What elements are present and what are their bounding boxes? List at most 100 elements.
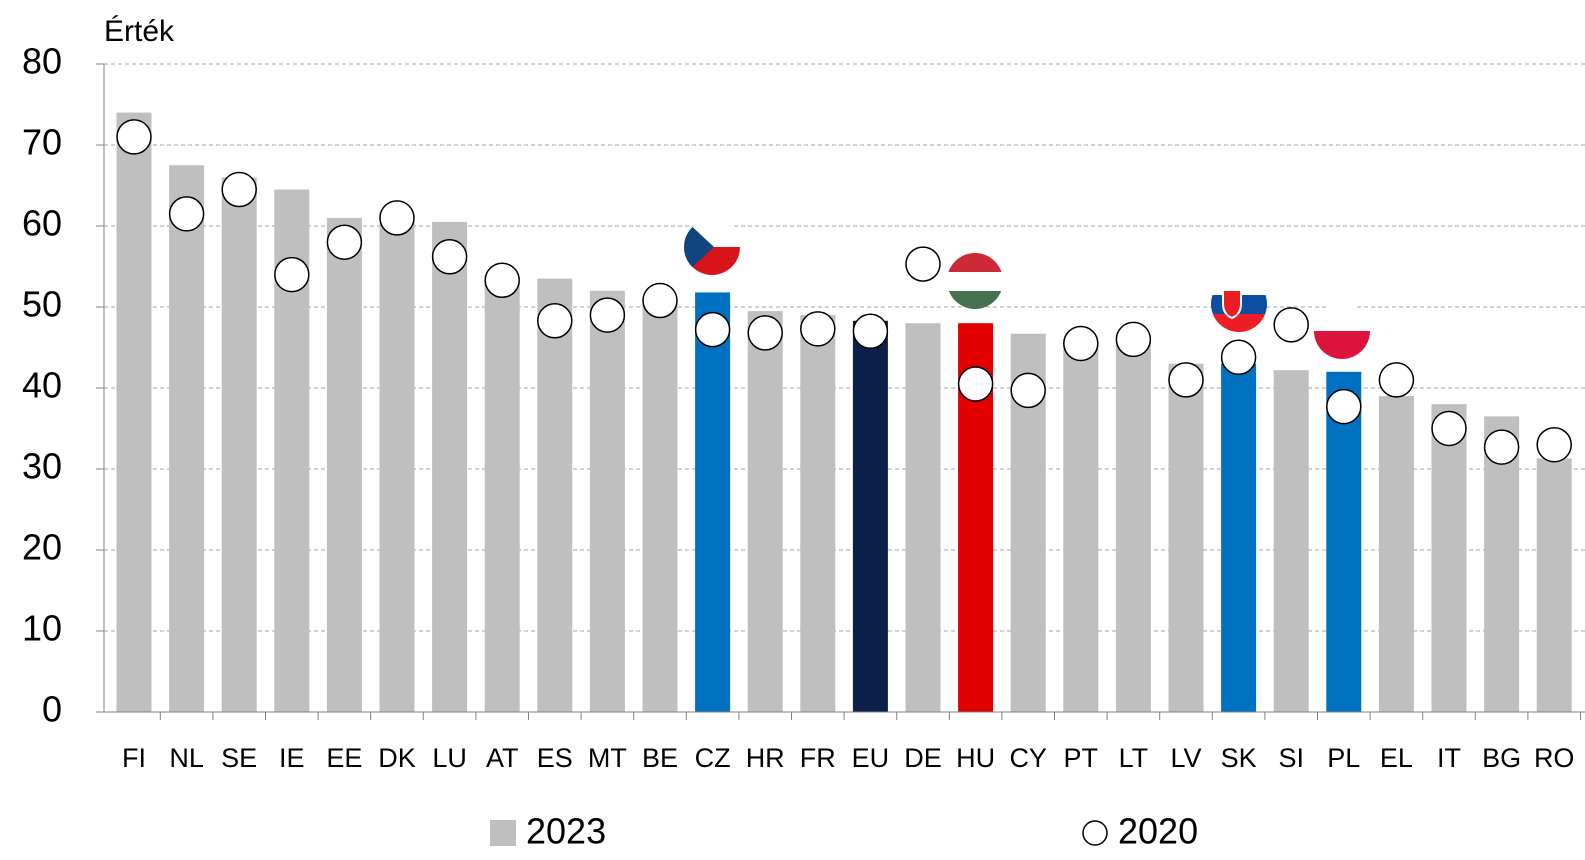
x-tick-label: SE: [221, 743, 257, 773]
marker: [326, 224, 363, 260]
bar: [537, 278, 573, 712]
y-axis-label: Érték: [104, 15, 175, 48]
bar: [1168, 363, 1204, 712]
bar: [747, 311, 783, 712]
bar: [695, 292, 731, 712]
y-tick-label: 0: [42, 689, 62, 730]
flag-cz: [684, 219, 740, 275]
marker: [800, 311, 836, 347]
bar: [326, 217, 362, 712]
marker: [431, 239, 468, 275]
marker: [537, 303, 573, 339]
x-tick-label: PT: [1064, 743, 1099, 773]
x-tick-label: HU: [956, 743, 995, 773]
flag-sk: [1211, 276, 1267, 332]
x-tick-label: SI: [1278, 743, 1304, 773]
x-tick-label: IT: [1437, 743, 1461, 773]
y-tick-label: 70: [22, 122, 62, 163]
legend-label: 2023: [526, 811, 606, 852]
x-tick-label: DE: [904, 743, 942, 773]
y-tick-label: 50: [22, 284, 62, 325]
bar: [1431, 404, 1467, 712]
marker: [694, 311, 731, 348]
marker: [116, 119, 152, 155]
marker: [1220, 339, 1257, 375]
bar: [484, 282, 520, 712]
x-tick-label: FI: [122, 743, 146, 773]
y-tick-label: 40: [22, 365, 62, 406]
marker: [905, 246, 941, 282]
x-tick-label: ES: [537, 743, 573, 773]
bar: [432, 221, 468, 712]
x-tick-label: DK: [378, 743, 416, 773]
bar: [852, 320, 888, 712]
bar: [1273, 370, 1309, 712]
x-tick-label: RO: [1534, 743, 1575, 773]
bar: [1536, 458, 1572, 712]
flag-pl: [1314, 303, 1370, 359]
marker: [379, 200, 415, 236]
x-tick-label: CY: [1009, 743, 1047, 773]
marker: [1326, 388, 1362, 425]
marker: [1063, 325, 1099, 362]
bar: [642, 296, 678, 712]
marker: [274, 256, 310, 293]
bar: [589, 290, 625, 712]
marker: [642, 282, 678, 319]
flag-hu: [947, 253, 1003, 309]
x-tick-label: NL: [169, 743, 204, 773]
bar: [1484, 416, 1520, 712]
flags: [684, 219, 1370, 359]
bar: [169, 165, 205, 712]
legend-label: 2020: [1118, 811, 1198, 852]
marker: [747, 315, 783, 351]
bar: [1378, 396, 1414, 712]
marker: [1378, 362, 1415, 398]
y-tick-label: 80: [22, 41, 62, 82]
x-tick-label: BE: [642, 743, 678, 773]
bar: [221, 177, 257, 712]
x-tick-label: FR: [800, 743, 836, 773]
marker: [1431, 410, 1467, 447]
marker: [1273, 307, 1309, 343]
x-tick-label: MT: [588, 743, 627, 773]
marker: [1010, 372, 1046, 409]
legend-swatch: [1082, 820, 1108, 846]
bar: [905, 323, 941, 712]
legend-swatch: [490, 820, 516, 846]
plot: 0 10 20 30 40 50 60 70 80 FI NL SE IE EE DK LU AT ES MT BE C…: [22, 41, 1585, 852]
marker: [1536, 426, 1572, 463]
x-tick-label: EE: [326, 743, 362, 773]
bar: [116, 112, 152, 713]
x-tick-label: LV: [1170, 743, 1201, 773]
bar: [800, 315, 836, 712]
x-tick-label: EL: [1380, 743, 1413, 773]
bar: [1326, 371, 1362, 712]
marker: [852, 313, 889, 350]
x-tick-label: HR: [746, 743, 785, 773]
x-tick-label: AT: [486, 743, 519, 773]
bar: [379, 221, 415, 712]
marker: [957, 366, 994, 402]
x-tick-label: EU: [852, 743, 890, 773]
marker: [1168, 362, 1204, 398]
marker: [168, 196, 205, 232]
marker: [484, 262, 520, 299]
x-tick-label: LT: [1119, 743, 1149, 773]
marker: [221, 171, 257, 208]
marker: [1483, 429, 1520, 465]
y-tick-label: 30: [22, 446, 62, 487]
x-tick-label: IE: [279, 743, 305, 773]
x-tick-label: BG: [1482, 743, 1521, 773]
y-tick-label: 60: [22, 203, 62, 244]
x-tick-label: SK: [1221, 743, 1257, 773]
marker: [1115, 321, 1152, 358]
marker: [589, 297, 626, 333]
bar: [1221, 363, 1257, 712]
x-tick-label: CZ: [695, 743, 731, 773]
x-tick-label: PL: [1327, 743, 1360, 773]
bar: [1115, 339, 1151, 712]
y-tick-label: 20: [22, 527, 62, 568]
x-tick-label: LU: [432, 743, 467, 773]
